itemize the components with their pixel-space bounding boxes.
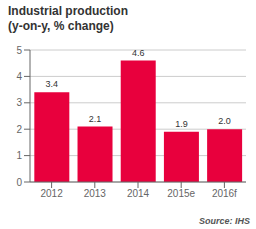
svg-text:2014: 2014 [127, 188, 150, 199]
svg-text:1.9: 1.9 [175, 119, 188, 129]
svg-text:4: 4 [16, 71, 22, 82]
svg-text:2.0: 2.0 [218, 116, 231, 126]
svg-text:3.4: 3.4 [46, 79, 59, 89]
svg-text:2.1: 2.1 [89, 114, 102, 124]
svg-text:0: 0 [16, 177, 22, 188]
svg-text:2013: 2013 [84, 188, 107, 199]
svg-text:4.6: 4.6 [132, 48, 145, 58]
svg-text:2012: 2012 [40, 188, 63, 199]
svg-text:2015e: 2015e [167, 188, 195, 199]
svg-text:2: 2 [16, 124, 22, 135]
svg-text:2016f: 2016f [212, 188, 237, 199]
svg-text:5: 5 [16, 45, 22, 56]
html-text:Source: IHS: Source: IHS [199, 216, 250, 226]
svg-text:1: 1 [16, 150, 22, 161]
svg-text:3: 3 [16, 97, 22, 108]
html-text:Industrial production: Industrial production [8, 4, 128, 18]
html-text:(y-on-y, % change): (y-on-y, % change) [8, 19, 114, 33]
